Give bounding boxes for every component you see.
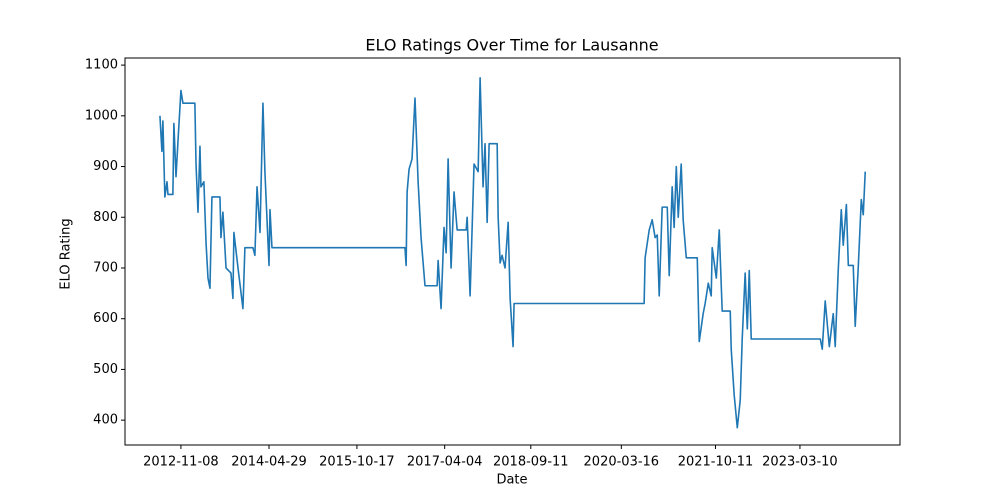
y-axis-label: ELO Rating <box>59 218 74 289</box>
x-tick-label: 2017-04-04 <box>407 455 483 470</box>
y-tick-label: 700 <box>93 260 118 275</box>
y-tick-label: 600 <box>93 311 118 326</box>
data-line <box>159 76 867 429</box>
y-tick-label: 1000 <box>85 108 118 123</box>
chart-title: ELO Ratings Over Time for Lausanne <box>365 36 658 55</box>
x-tick-label: 2012-11-08 <box>143 455 219 470</box>
x-tick-label: 2018-09-11 <box>493 455 569 470</box>
y-tick-label: 900 <box>93 159 118 174</box>
plot-frame <box>124 57 901 446</box>
x-axis-label: Date <box>496 473 527 488</box>
x-tick-label: 2014-04-29 <box>231 455 307 470</box>
x-tick-label: 2020-03-16 <box>584 455 660 470</box>
y-tick-label: 500 <box>93 362 118 377</box>
x-tick-label: 2015-10-17 <box>319 455 395 470</box>
x-tick-label: 2023-03-10 <box>762 455 838 470</box>
y-tick-label: 1100 <box>85 58 118 73</box>
y-tick-label: 800 <box>93 210 118 225</box>
x-tick-label: 2021-10-11 <box>678 455 754 470</box>
y-tick-label: 400 <box>93 413 118 428</box>
